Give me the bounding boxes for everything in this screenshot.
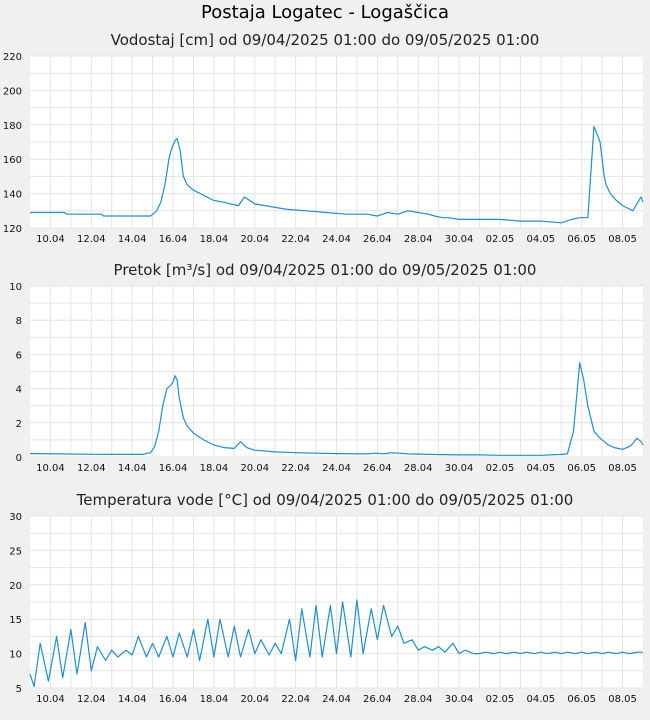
water-level-x-tick-label: 26.04 [363, 234, 392, 245]
discharge-chart: 10.04 12.04 14.04 16.04 18.04 20.04 22.04 24.04… [9, 282, 644, 474]
water-level-y-tick-label: 160 [3, 155, 22, 166]
temperature-x-tick-label: 14.04 [118, 694, 147, 705]
water-level-y-tick-label: 180 [3, 121, 22, 132]
discharge-x-tick-label: 16.04 [159, 463, 188, 474]
water-level-x-tick-label: 12.04 [77, 234, 106, 245]
discharge-x-tick-label: 20.04 [240, 463, 269, 474]
temperature-x-tick-label: 02.05 [486, 694, 515, 705]
water-level-chart: 10.04 12.04 14.04 16.04 18.04 20.04 22.04 24.04… [3, 52, 644, 245]
discharge-x-tick-label: 26.04 [363, 463, 392, 474]
water-level-x-tick-label: 22.04 [281, 234, 310, 245]
temperature-x-tick-label: 30.04 [445, 694, 474, 705]
temperature-x-tick-label: 12.04 [77, 694, 106, 705]
temperature-x-tick-label: 10.04 [36, 694, 65, 705]
temperature-y-tick-label: 25 [9, 546, 22, 557]
discharge-chart-title: Pretok [m³/s] od 09/04/2025 01:00 do 09/… [113, 261, 537, 279]
water-level-x-tick-label: 18.04 [200, 234, 229, 245]
temperature-series-line [29, 599, 643, 688]
water-level-x-tick-label: 14.04 [118, 234, 147, 245]
water-level-x-tick-label: 28.04 [404, 234, 433, 245]
water-level-y-tick-label: 120 [3, 224, 22, 235]
water-level-y-tick-label: 140 [3, 190, 22, 201]
temperature-y-tick-label: 10 [9, 650, 22, 661]
station-title: Postaja Logatec - Logaščica [201, 2, 449, 23]
water-level-x-tick-label: 04.05 [527, 234, 556, 245]
temperature-y-tick-label: 5 [16, 684, 22, 695]
temperature-x-tick-label: 04.05 [527, 694, 556, 705]
temperature-x-tick-label: 18.04 [200, 694, 229, 705]
water-level-x-tick-label: 16.04 [159, 234, 188, 245]
discharge-x-tick-label: 18.04 [200, 463, 229, 474]
temperature-x-tick-label: 16.04 [159, 694, 188, 705]
discharge-y-tick-label: 8 [16, 316, 22, 327]
discharge-x-tick-label: 10.04 [36, 463, 65, 474]
discharge-x-tick-label: 30.04 [445, 463, 474, 474]
water-level-x-tick-label: 02.05 [486, 234, 515, 245]
discharge-x-tick-label: 08.05 [608, 463, 637, 474]
temperature-y-tick-label: 15 [9, 615, 22, 626]
water-level-x-tick-label: 24.04 [322, 234, 351, 245]
discharge-y-tick-label: 0 [16, 453, 22, 464]
temperature-x-tick-label: 20.04 [240, 694, 269, 705]
temperature-y-tick-label: 20 [9, 581, 22, 592]
temperature-chart-title: Temperatura vode [°C] od 09/04/2025 01:0… [76, 491, 574, 509]
discharge-x-tick-label: 22.04 [281, 463, 310, 474]
discharge-y-tick-label: 4 [16, 385, 22, 396]
temperature-x-tick-label: 08.05 [608, 694, 637, 705]
water-level-series-line [30, 125, 644, 224]
discharge-series-line [29, 362, 644, 456]
discharge-x-tick-label: 24.04 [322, 463, 351, 474]
discharge-y-tick-label: 6 [16, 350, 22, 361]
temperature-y-tick-label: 30 [9, 512, 22, 523]
water-level-x-tick-label: 08.05 [608, 234, 637, 245]
water-level-x-tick-label: 10.04 [36, 234, 65, 245]
discharge-y-tick-label: 2 [16, 419, 22, 430]
discharge-x-tick-label: 04.05 [527, 463, 556, 474]
water-level-x-tick-label: 20.04 [240, 234, 269, 245]
temperature-chart: 10.04 12.04 14.04 16.04 18.04 20.04 22.04 24.04… [9, 512, 643, 705]
discharge-x-tick-label: 28.04 [404, 463, 433, 474]
temperature-x-tick-label: 28.04 [404, 694, 433, 705]
temperature-x-tick-label: 22.04 [281, 694, 310, 705]
discharge-x-tick-label: 02.05 [486, 463, 515, 474]
discharge-x-tick-label: 12.04 [77, 463, 106, 474]
water-level-chart-title: Vodostaj [cm] od 09/04/2025 01:00 do 09/… [110, 31, 540, 49]
water-level-y-tick-label: 220 [3, 52, 22, 63]
temperature-x-tick-label: 24.04 [322, 694, 351, 705]
temperature-x-tick-label: 06.05 [567, 694, 596, 705]
water-level-x-tick-label: 06.05 [567, 234, 596, 245]
water-level-y-tick-label: 200 [3, 86, 22, 97]
temperature-x-tick-label: 26.04 [363, 694, 392, 705]
discharge-x-tick-label: 06.05 [567, 463, 596, 474]
discharge-y-tick-label: 10 [9, 282, 22, 293]
discharge-x-tick-label: 14.04 [118, 463, 147, 474]
water-level-x-tick-label: 30.04 [445, 234, 474, 245]
